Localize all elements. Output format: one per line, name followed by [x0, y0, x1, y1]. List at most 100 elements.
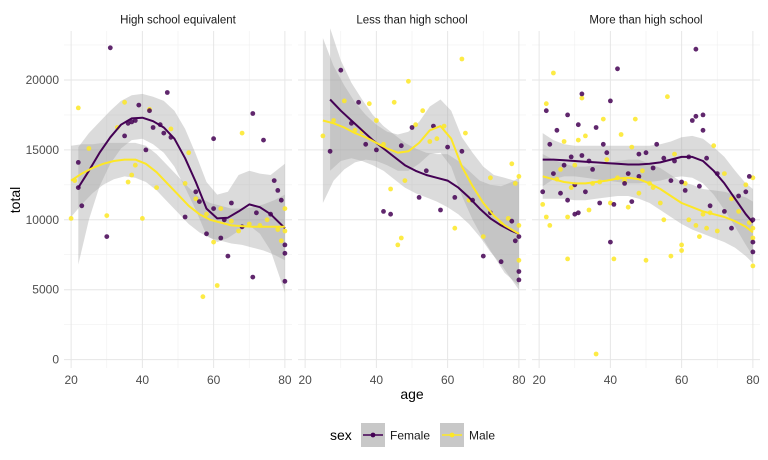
x-tick-label: 20 — [64, 373, 78, 387]
data-point-female — [381, 209, 386, 214]
y-tick-label: 15000 — [26, 143, 60, 157]
data-point-male — [618, 132, 624, 137]
data-point-male — [697, 234, 702, 240]
data-point-male — [604, 157, 610, 163]
data-point-male — [374, 118, 379, 123]
data-point-male — [122, 99, 127, 105]
data-point-female — [150, 125, 156, 130]
data-point-female — [254, 210, 259, 216]
smooth-line-female — [77, 116, 286, 229]
data-point-female — [593, 125, 599, 130]
data-point-male — [452, 225, 458, 231]
data-point-male — [182, 181, 188, 186]
data-point-female — [480, 253, 486, 259]
data-point-female — [193, 189, 199, 195]
data-point-male — [104, 213, 110, 219]
data-point-female — [558, 190, 563, 196]
data-point-male — [568, 185, 574, 191]
data-point-female — [579, 153, 585, 158]
data-point-female — [604, 150, 610, 156]
data-point-male — [746, 220, 752, 226]
data-point-female — [590, 167, 595, 172]
data-point-male — [661, 217, 667, 223]
data-point-female — [729, 225, 734, 231]
data-point-female — [122, 133, 127, 139]
data-point-male — [565, 214, 570, 220]
data-point-male — [686, 217, 692, 223]
data-point-male — [657, 200, 663, 206]
data-point-female — [575, 210, 581, 216]
data-point-female — [636, 151, 642, 157]
smooth-line-male — [70, 158, 285, 228]
data-point-female — [225, 253, 231, 259]
data-point-female — [622, 181, 627, 186]
data-point-male — [693, 223, 699, 228]
data-point-male — [282, 206, 288, 212]
data-point-male — [516, 223, 522, 228]
smooth-line-male — [322, 119, 520, 235]
data-point-female — [229, 200, 234, 206]
data-point-male — [278, 238, 284, 244]
data-point-male — [640, 168, 645, 174]
data-point-male — [505, 216, 511, 221]
data-point-female — [693, 46, 699, 52]
data-point-male — [140, 216, 145, 221]
data-point-male — [729, 196, 734, 202]
data-point-male — [679, 248, 684, 253]
data-point-male — [331, 118, 336, 123]
data-point-female — [689, 118, 695, 123]
data-point-female — [597, 200, 603, 206]
data-point-male — [750, 175, 756, 181]
data-point-male — [395, 242, 401, 248]
data-point-male — [434, 136, 440, 142]
data-point-male — [236, 228, 242, 234]
panel-2: Less than high school 20 40 60 80 — [298, 15, 526, 387]
data-point-male — [672, 151, 677, 157]
data-point-female — [661, 155, 667, 161]
panel-1: High school equivalent 20 40 60 80 — [64, 15, 292, 387]
data-point-male — [129, 172, 135, 178]
data-point-male — [579, 95, 585, 101]
data-point-female — [459, 148, 465, 154]
data-point-male — [543, 101, 549, 107]
data-point-female — [79, 203, 85, 209]
y-tick-label: 0 — [52, 353, 59, 367]
data-point-female — [143, 147, 149, 153]
data-point-female — [543, 108, 549, 114]
data-point-female — [551, 171, 556, 177]
data-point-male — [341, 98, 347, 104]
data-point-female — [211, 206, 217, 212]
data-point-male — [186, 150, 192, 156]
data-point-female — [261, 137, 266, 143]
x-tick-label: 60 — [207, 373, 221, 387]
data-point-female — [668, 178, 674, 184]
data-point-female — [182, 214, 188, 220]
legend: sex Female Male — [330, 423, 495, 447]
data-point-female — [750, 239, 756, 245]
data-point-female — [743, 189, 749, 195]
data-point-female — [608, 239, 613, 245]
data-point-male — [154, 185, 160, 191]
data-point-female — [722, 209, 727, 214]
panel-title: High school equivalent — [120, 15, 237, 27]
data-point-female — [338, 67, 344, 73]
data-point-female — [275, 188, 281, 193]
data-point-male — [572, 162, 578, 168]
data-point-male — [413, 122, 418, 128]
data-point-female — [516, 234, 522, 240]
data-point-female — [583, 189, 588, 195]
data-point-female — [736, 193, 741, 199]
data-point-male — [211, 239, 217, 245]
data-point-male — [193, 196, 199, 202]
data-point-female — [625, 171, 631, 177]
data-point-female — [547, 141, 553, 147]
smooth-line-female — [542, 155, 754, 224]
data-point-female — [579, 91, 585, 97]
data-point-male — [543, 214, 549, 220]
x-tick-label: 80 — [512, 373, 526, 387]
data-point-male — [558, 167, 563, 172]
data-point-male — [736, 209, 741, 214]
data-point-male — [750, 225, 756, 231]
